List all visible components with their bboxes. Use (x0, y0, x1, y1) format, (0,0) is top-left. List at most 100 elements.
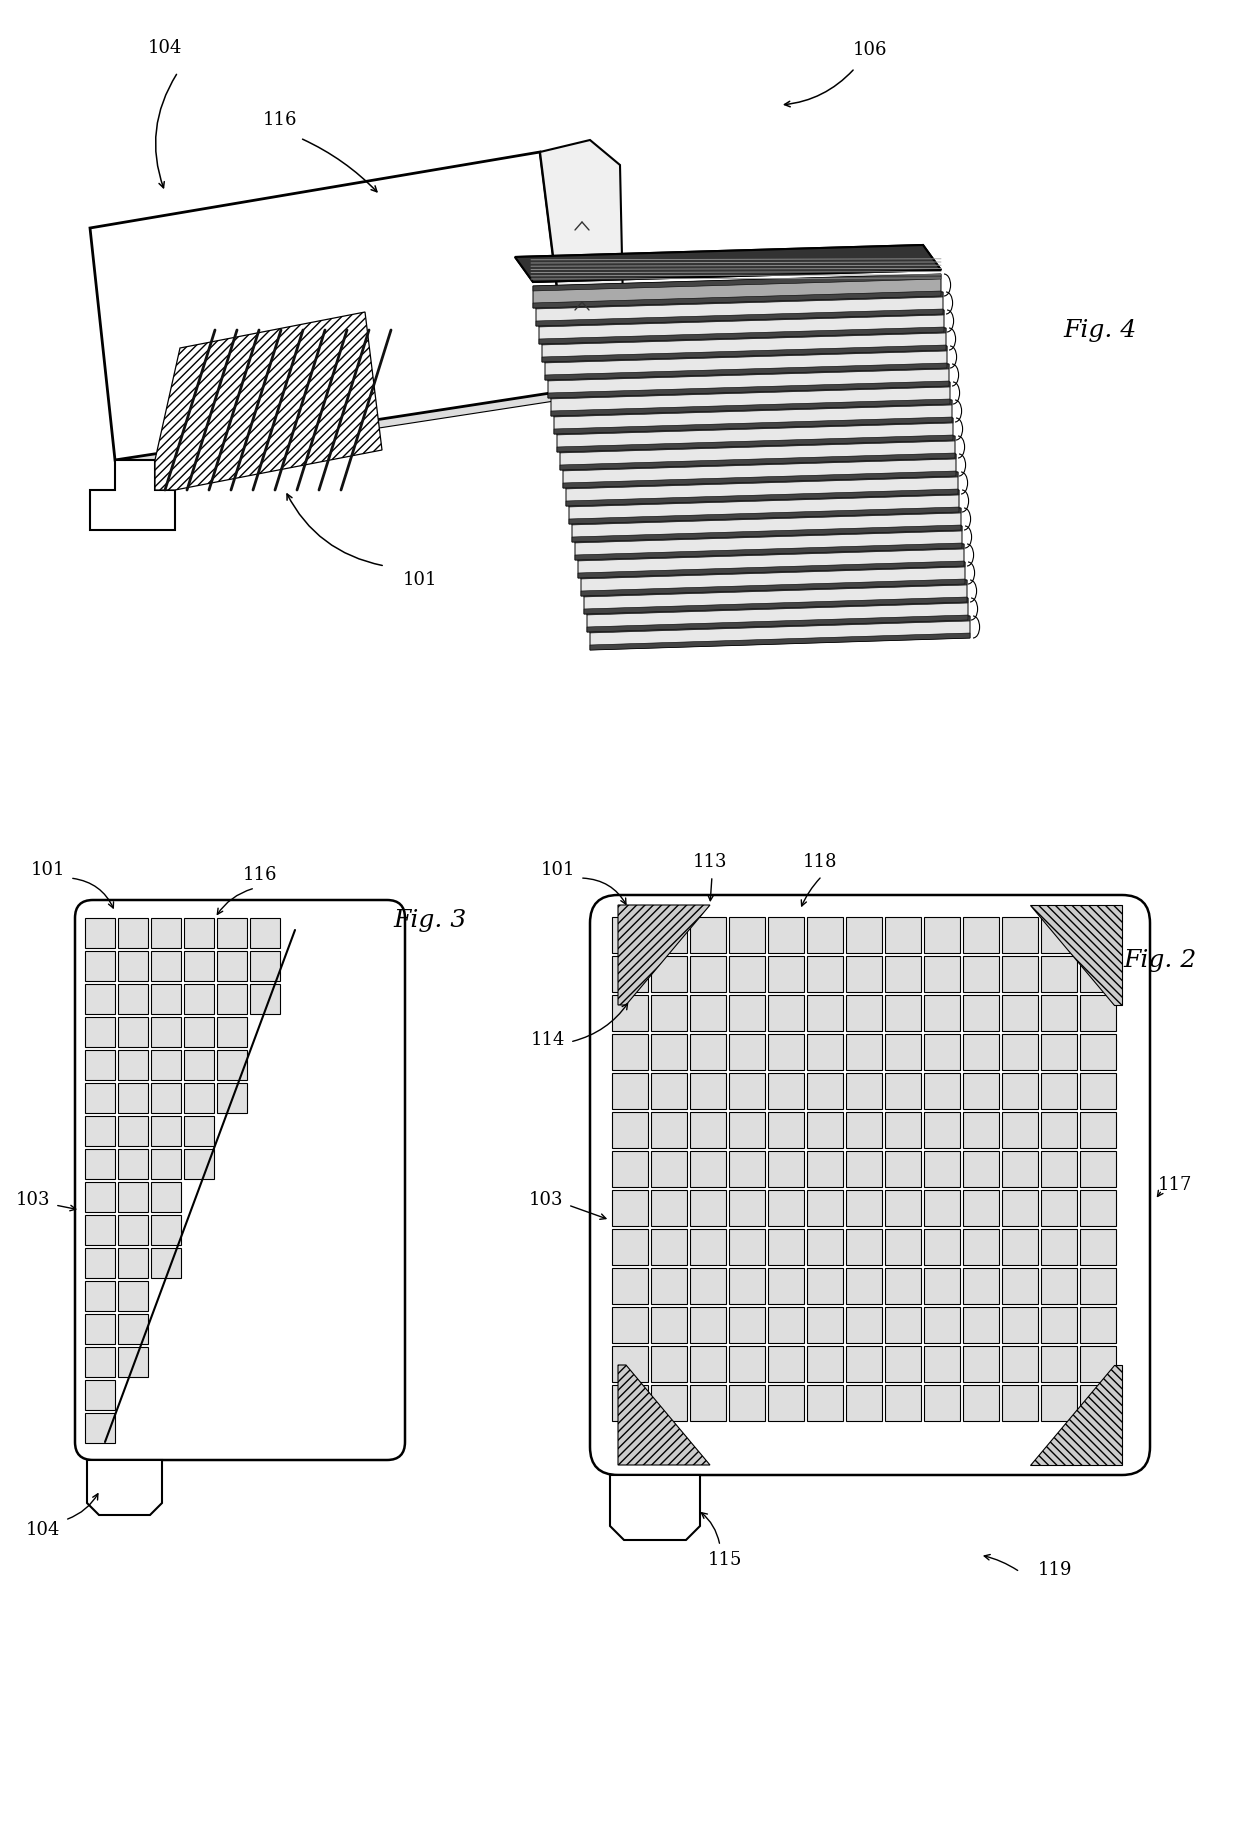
Bar (1002, 957, 1038, 991)
Bar (250, 918, 280, 947)
Bar (151, 1050, 181, 1079)
Bar (1002, 1267, 1038, 1304)
Bar (807, 957, 843, 991)
Bar (689, 1308, 725, 1342)
Polygon shape (1030, 1364, 1122, 1465)
Bar (86, 1116, 115, 1147)
Bar (885, 995, 921, 1032)
Bar (846, 1112, 882, 1149)
Bar (1080, 1150, 1116, 1187)
Bar (118, 951, 148, 980)
Bar (651, 1150, 687, 1187)
Polygon shape (569, 507, 959, 523)
Bar (651, 1074, 687, 1108)
Bar (118, 1083, 148, 1114)
Polygon shape (565, 472, 959, 507)
Bar (151, 1149, 181, 1180)
Polygon shape (582, 580, 965, 596)
Bar (963, 1346, 999, 1383)
Bar (217, 951, 247, 980)
Text: Fig. 2: Fig. 2 (1123, 949, 1197, 971)
Bar (689, 1267, 725, 1304)
Bar (924, 1385, 960, 1421)
Bar (86, 1149, 115, 1180)
Bar (846, 1385, 882, 1421)
Text: 101: 101 (31, 861, 64, 880)
Bar (118, 1214, 148, 1246)
Bar (613, 1229, 649, 1266)
Bar (924, 1191, 960, 1225)
Bar (651, 1112, 687, 1149)
Bar (151, 1116, 181, 1147)
Bar (1080, 1346, 1116, 1383)
Bar (1042, 1346, 1078, 1383)
Bar (729, 1346, 765, 1383)
Bar (1042, 1112, 1078, 1149)
Bar (885, 1112, 921, 1149)
Polygon shape (557, 419, 954, 435)
Bar (1002, 1074, 1038, 1108)
Bar (963, 1033, 999, 1070)
Polygon shape (569, 490, 959, 507)
Bar (118, 1149, 148, 1180)
Bar (689, 1074, 725, 1108)
Bar (1002, 1150, 1038, 1187)
Bar (250, 951, 280, 980)
Bar (1080, 1308, 1116, 1342)
Bar (846, 1346, 882, 1383)
Polygon shape (575, 543, 962, 560)
Bar (885, 1346, 921, 1383)
Bar (613, 1308, 649, 1342)
Bar (651, 916, 687, 953)
Bar (1080, 916, 1116, 953)
Polygon shape (533, 274, 941, 307)
Polygon shape (560, 454, 955, 470)
Bar (1080, 1191, 1116, 1225)
Bar (768, 1229, 804, 1266)
Bar (86, 1247, 115, 1278)
Bar (86, 984, 115, 1013)
Bar (807, 1229, 843, 1266)
Polygon shape (610, 1474, 701, 1540)
Bar (963, 1385, 999, 1421)
Bar (963, 1150, 999, 1187)
Polygon shape (575, 527, 962, 543)
Polygon shape (590, 633, 970, 649)
Bar (768, 1150, 804, 1187)
Polygon shape (582, 562, 965, 580)
Polygon shape (578, 543, 963, 578)
Bar (885, 1033, 921, 1070)
Bar (689, 1150, 725, 1187)
Polygon shape (91, 461, 175, 530)
Polygon shape (618, 905, 711, 1004)
Bar (846, 957, 882, 991)
Bar (651, 957, 687, 991)
Polygon shape (578, 562, 963, 578)
Bar (924, 916, 960, 953)
Bar (846, 1267, 882, 1304)
Bar (151, 918, 181, 947)
Bar (651, 1385, 687, 1421)
Bar (1002, 1229, 1038, 1266)
Bar (1002, 1033, 1038, 1070)
Bar (846, 1150, 882, 1187)
Bar (729, 1112, 765, 1149)
Bar (118, 1313, 148, 1344)
Polygon shape (536, 293, 942, 326)
Bar (86, 1381, 115, 1410)
Bar (118, 918, 148, 947)
Bar (1042, 1033, 1078, 1070)
Bar (689, 1346, 725, 1383)
Bar (184, 1050, 215, 1079)
Bar (768, 1308, 804, 1342)
Polygon shape (587, 598, 968, 633)
Bar (846, 1074, 882, 1108)
Bar (184, 1083, 215, 1114)
Bar (885, 916, 921, 953)
Polygon shape (563, 454, 956, 472)
Text: 101: 101 (403, 571, 438, 589)
Bar (151, 1083, 181, 1114)
Bar (689, 1385, 725, 1421)
Bar (689, 916, 725, 953)
Bar (86, 1313, 115, 1344)
